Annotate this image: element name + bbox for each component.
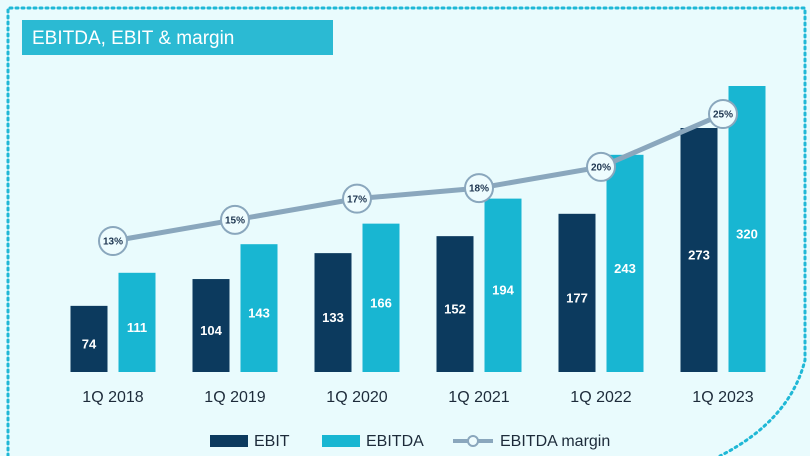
x-tick-label: 1Q 2023	[692, 389, 753, 406]
margin-line	[112, 111, 724, 244]
bar	[680, 128, 718, 372]
margin-label: 25%	[713, 110, 733, 121]
margin-label: 13%	[103, 237, 123, 248]
margin-label: 17%	[347, 194, 367, 205]
bar	[436, 236, 474, 372]
legend-swatch	[210, 435, 248, 447]
bar	[240, 244, 278, 372]
bar	[118, 272, 156, 372]
legend-marker	[467, 435, 479, 447]
legend-label: EBITDA	[366, 433, 424, 450]
legend-label: EBITDA margin	[500, 433, 610, 450]
bar-value-label: 243	[614, 261, 636, 276]
bar-value-label: 273	[688, 247, 710, 262]
margin-marker	[708, 99, 738, 129]
bar	[192, 279, 230, 372]
x-tick-label: 1Q 2019	[204, 389, 265, 406]
bar-value-label: 320	[736, 226, 758, 241]
bar	[484, 198, 522, 372]
x-tick-label: 1Q 2022	[570, 389, 631, 406]
chart-title: EBITDA, EBIT & margin	[32, 28, 234, 49]
margin-marker	[220, 204, 250, 235]
margin-label: 15%	[225, 215, 245, 226]
bar	[70, 305, 108, 372]
bar-value-label: 104	[200, 323, 222, 338]
legend-swatch	[322, 435, 360, 447]
margin-marker	[586, 151, 616, 182]
bar-value-label: 166	[370, 295, 392, 310]
bar-value-label: 177	[566, 290, 588, 305]
bar-value-label: 111	[127, 320, 147, 335]
bar	[728, 86, 766, 372]
bar	[314, 253, 352, 372]
margin-label: 18%	[469, 184, 489, 195]
bar	[558, 213, 596, 372]
margin-marker	[98, 226, 128, 256]
legend-label: EBIT	[254, 433, 290, 450]
bar	[606, 154, 644, 372]
bar-value-label: 143	[248, 306, 270, 321]
margin-label: 20%	[591, 163, 611, 174]
dotted-border	[6, 6, 807, 456]
x-tick-label: 1Q 2018	[82, 389, 143, 406]
bar-value-label: 194	[492, 283, 514, 298]
bar-value-label: 133	[322, 310, 344, 325]
margin-marker	[342, 183, 372, 214]
title-box	[22, 20, 333, 55]
bar-value-label: 74	[82, 336, 97, 351]
x-tick-label: 1Q 2020	[326, 389, 387, 406]
margin-marker	[464, 173, 494, 204]
bar	[362, 223, 400, 372]
bar-value-label: 152	[444, 302, 466, 317]
x-tick-label: 1Q 2021	[448, 389, 509, 406]
